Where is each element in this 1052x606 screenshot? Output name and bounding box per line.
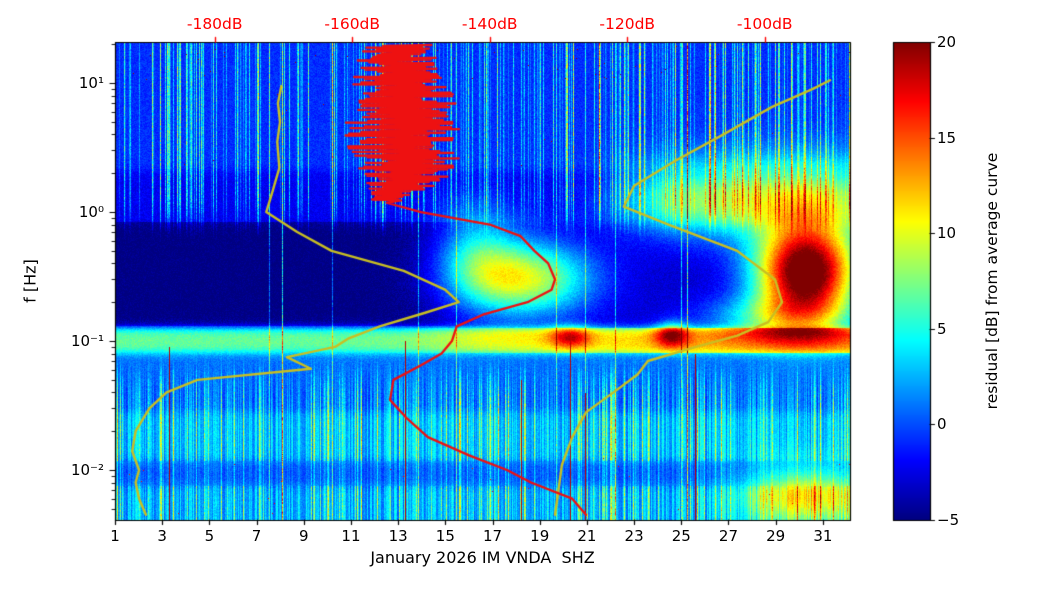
- x-tick-label-21: 21: [577, 527, 597, 545]
- y-tick-label: 10⁰: [78, 203, 104, 222]
- top-tick-label: -100dB: [736, 15, 793, 33]
- top-tick-label: -180dB: [186, 15, 243, 33]
- colorbar-label: residual [dB] from average curve: [983, 152, 1001, 410]
- x-tick-label-11: 11: [341, 527, 361, 545]
- colorbar-tick-label: 10: [937, 224, 957, 243]
- colorbar-tick-label: −5: [937, 511, 960, 529]
- x-tick-label-5: 5: [204, 527, 215, 545]
- x-tick-label-31: 31: [813, 527, 833, 545]
- colorbar-tick-label: 0: [937, 415, 947, 434]
- top-tick-label: -140dB: [461, 15, 518, 33]
- x-tick-label-1: 1: [110, 527, 120, 545]
- y-tick-label: 10⁻²: [70, 461, 104, 480]
- x-tick-label-17: 17: [482, 527, 503, 545]
- x-tick-label-19: 19: [530, 527, 550, 545]
- x-tick-label-23: 23: [624, 527, 644, 545]
- x-tick-label-27: 27: [718, 527, 739, 545]
- colorbar-tick-label: 15: [937, 128, 957, 147]
- x-tick-label-29: 29: [766, 527, 786, 545]
- top-tick-label: -160dB: [324, 15, 381, 33]
- x-tick-label-3: 3: [157, 527, 167, 545]
- y-tick-label: 10¹: [78, 74, 104, 93]
- x-tick-label-9: 9: [298, 527, 309, 545]
- colorbar-tick-label: 20: [937, 33, 957, 51]
- x-axis-label: January 2026 IM VNDA SHZ: [370, 548, 595, 567]
- x-tick-label-15: 15: [435, 527, 455, 545]
- y-axis-label: f [Hz]: [20, 259, 40, 303]
- colorbar-tick-label: 5: [937, 319, 947, 338]
- x-tick-label-25: 25: [671, 527, 691, 545]
- top-tick-label: -120dB: [599, 15, 656, 33]
- y-tick-label: 10⁻¹: [70, 332, 104, 351]
- x-tick-label-13: 13: [388, 527, 408, 545]
- x-tick-label-7: 7: [251, 527, 262, 545]
